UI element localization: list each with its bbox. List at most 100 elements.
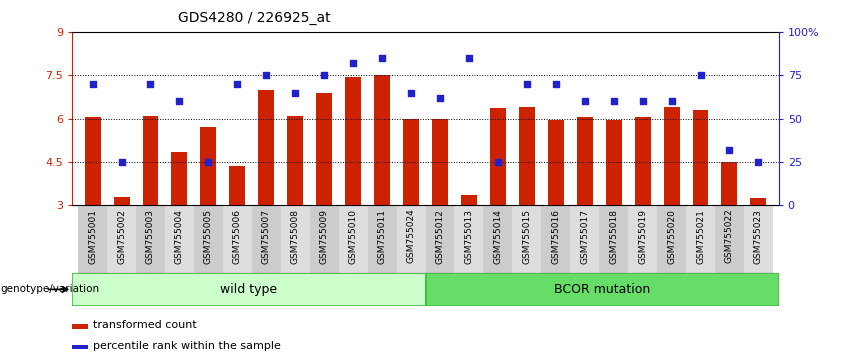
Point xyxy=(86,81,100,87)
Text: GSM755005: GSM755005 xyxy=(204,209,213,264)
Point xyxy=(260,73,273,78)
Bar xyxy=(201,127,216,205)
Bar xyxy=(165,205,194,273)
Bar xyxy=(72,344,88,349)
Point xyxy=(115,159,129,165)
Text: GSM755015: GSM755015 xyxy=(523,209,531,264)
Bar xyxy=(317,93,332,205)
Bar xyxy=(230,166,245,205)
Point xyxy=(491,159,505,165)
Text: GSM755011: GSM755011 xyxy=(378,209,386,264)
Bar xyxy=(397,205,426,273)
Bar xyxy=(548,120,563,205)
Bar xyxy=(72,324,88,329)
Text: GSM755018: GSM755018 xyxy=(609,209,618,264)
Text: GSM755023: GSM755023 xyxy=(754,209,762,264)
Text: GSM755007: GSM755007 xyxy=(262,209,271,264)
Point xyxy=(549,81,563,87)
Bar xyxy=(483,205,512,273)
Text: transformed count: transformed count xyxy=(94,320,197,331)
Bar xyxy=(454,205,483,273)
Bar xyxy=(751,198,767,205)
Bar xyxy=(72,273,426,306)
Bar xyxy=(693,110,709,205)
Bar xyxy=(570,205,599,273)
Bar xyxy=(657,205,686,273)
Point xyxy=(520,81,534,87)
Point xyxy=(375,55,389,61)
Point xyxy=(578,98,591,104)
Bar xyxy=(78,205,107,273)
Bar xyxy=(113,197,129,205)
Bar xyxy=(490,108,505,205)
Bar xyxy=(223,205,252,273)
Point xyxy=(751,159,765,165)
Text: GSM755020: GSM755020 xyxy=(667,209,676,264)
Text: wild type: wild type xyxy=(220,283,277,296)
Point xyxy=(173,98,186,104)
Bar xyxy=(368,205,397,273)
Text: percentile rank within the sample: percentile rank within the sample xyxy=(94,341,282,351)
Bar xyxy=(136,205,165,273)
Bar xyxy=(541,205,570,273)
Bar xyxy=(461,195,477,205)
Text: BCOR mutation: BCOR mutation xyxy=(554,283,650,296)
Bar xyxy=(606,120,621,205)
Bar xyxy=(259,90,274,205)
Bar xyxy=(142,116,158,205)
Bar xyxy=(432,119,448,205)
Bar xyxy=(664,107,679,205)
Bar xyxy=(744,205,773,273)
Bar xyxy=(686,205,715,273)
Point xyxy=(288,90,302,96)
Bar xyxy=(84,117,100,205)
Text: GSM755022: GSM755022 xyxy=(725,209,734,263)
Bar xyxy=(577,117,592,205)
Bar xyxy=(715,205,744,273)
Bar xyxy=(107,205,136,273)
Bar xyxy=(374,75,390,205)
Text: GDS4280 / 226925_at: GDS4280 / 226925_at xyxy=(179,11,331,25)
Text: genotype/variation: genotype/variation xyxy=(1,284,100,295)
Point xyxy=(317,73,331,78)
Text: GSM755019: GSM755019 xyxy=(638,209,647,264)
Bar xyxy=(426,273,779,306)
Text: GSM755021: GSM755021 xyxy=(696,209,705,264)
Point xyxy=(231,81,244,87)
Bar xyxy=(512,205,541,273)
Bar xyxy=(310,205,339,273)
Bar xyxy=(172,152,187,205)
Bar xyxy=(339,205,368,273)
Text: GSM755001: GSM755001 xyxy=(89,209,97,264)
Point xyxy=(433,95,447,101)
Text: GSM755004: GSM755004 xyxy=(175,209,184,264)
Bar xyxy=(628,205,657,273)
Text: GSM755016: GSM755016 xyxy=(551,209,560,264)
Text: GSM755008: GSM755008 xyxy=(291,209,300,264)
Point xyxy=(722,147,736,153)
Bar xyxy=(722,162,738,205)
Point xyxy=(636,98,649,104)
Text: GSM755012: GSM755012 xyxy=(436,209,444,264)
Bar xyxy=(519,107,534,205)
Point xyxy=(144,81,157,87)
Text: GSM755024: GSM755024 xyxy=(407,209,415,263)
Point xyxy=(462,55,476,61)
Point xyxy=(346,60,360,66)
Point xyxy=(665,98,678,104)
Text: GSM755002: GSM755002 xyxy=(117,209,126,264)
Bar xyxy=(346,77,361,205)
Point xyxy=(607,98,620,104)
Point xyxy=(202,159,215,165)
Text: GSM755017: GSM755017 xyxy=(580,209,589,264)
Point xyxy=(404,90,418,96)
Text: GSM755003: GSM755003 xyxy=(146,209,155,264)
Text: GSM755013: GSM755013 xyxy=(465,209,473,264)
Bar xyxy=(599,205,628,273)
Bar xyxy=(194,205,223,273)
Point xyxy=(694,73,707,78)
Bar xyxy=(288,116,303,205)
Bar xyxy=(252,205,281,273)
Bar xyxy=(281,205,310,273)
Bar xyxy=(426,205,454,273)
